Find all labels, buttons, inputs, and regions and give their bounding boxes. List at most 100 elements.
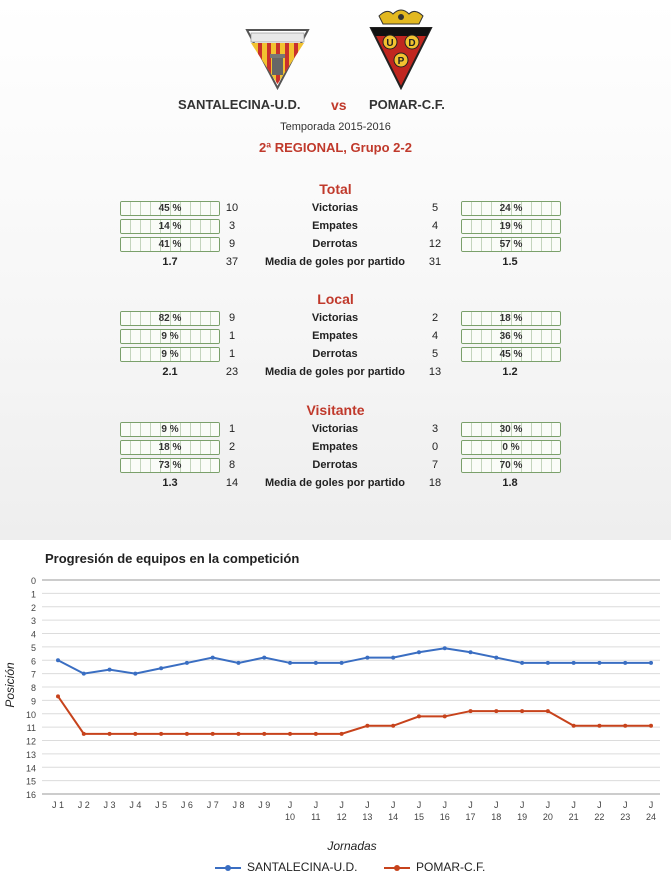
home-pct-bar: 9 % [120,329,220,344]
league-label: 2ª REGIONAL, Grupo 2-2 [259,140,412,155]
data-point[interactable] [56,694,60,699]
data-point[interactable] [571,660,576,665]
x-tick-label: J 18 [491,800,501,822]
series-line-1 [57,647,651,675]
data-point[interactable] [468,709,473,714]
data-point[interactable] [365,655,370,660]
data-point[interactable] [416,714,421,719]
goals-avg-label: Media de goles por partido [265,366,405,378]
stat-label: Victorias [311,312,359,324]
data-point[interactable] [159,666,164,671]
x-tick-label: J 12 [337,800,347,822]
data-point[interactable] [597,723,602,728]
stat-label: Derrotas [312,348,358,360]
y-tick-label: 6 [31,656,36,666]
x-tick-label: J 11 [311,800,320,822]
data-point[interactable] [597,660,602,665]
away-count: 3 [431,423,439,435]
data-point[interactable] [236,731,241,736]
data-point[interactable] [133,671,138,676]
stat-row: 73 % 8 Derrotas 7 70 % [0,458,671,474]
data-point[interactable] [339,660,344,665]
y-tick-label: 10 [26,710,36,720]
data-point[interactable] [520,660,525,665]
y-tick-label: 16 [26,790,36,800]
home-count: 9 [228,312,236,324]
data-point[interactable] [442,646,447,651]
legend-dot-icon [225,865,231,871]
y-tick-label: 15 [26,777,36,787]
y-tick-label: 0 [31,576,36,586]
data-point[interactable] [416,650,421,655]
away-goals-total: 13 [428,366,442,378]
crest-letter-p: P [398,56,405,67]
data-point[interactable] [262,655,267,660]
data-point[interactable] [623,660,628,665]
away-count: 5 [431,202,439,214]
home-pct-value: 9 % [121,348,219,361]
data-point[interactable] [571,723,576,728]
data-point[interactable] [313,731,318,736]
away-pct-bar: 30 % [461,422,561,437]
data-point[interactable] [210,731,215,736]
x-tick-label: J 3 [104,800,116,810]
data-point[interactable] [210,655,215,660]
away-pct-value: 57 % [462,238,560,251]
home-count: 1 [228,423,236,435]
data-point[interactable] [391,723,396,728]
stat-label: Empates [312,441,358,453]
data-point[interactable] [468,650,473,655]
goals-avg-row: 1.7 37 Media de goles por partido 31 1.5 [0,255,671,271]
data-point[interactable] [649,660,653,665]
data-point[interactable] [313,660,318,665]
data-point[interactable] [288,660,293,665]
home-team-name: SANTALECINA-U.D. [178,97,301,112]
away-pct-value: 36 % [462,330,560,343]
data-point[interactable] [107,667,112,672]
series-line-2 [57,695,651,735]
data-point[interactable] [494,709,499,714]
data-point[interactable] [184,660,189,665]
y-tick-label: 4 [31,630,36,640]
data-point[interactable] [133,731,138,736]
data-point[interactable] [107,731,112,736]
data-point[interactable] [545,709,550,714]
home-pct-bar: 18 % [120,440,220,455]
data-point[interactable] [520,709,525,714]
home-pct-bar: 9 % [120,347,220,362]
data-point[interactable] [236,660,241,665]
home-count: 1 [228,348,236,360]
data-point[interactable] [159,731,164,736]
y-tick-label: 2 [31,603,36,613]
x-tick-label: J 10 [285,800,295,822]
data-point[interactable] [649,723,653,728]
data-point[interactable] [56,658,60,663]
data-point[interactable] [545,660,550,665]
away-count: 4 [431,330,439,342]
x-tick-label: J 24 [646,800,656,822]
data-point[interactable] [442,714,447,719]
data-point[interactable] [494,655,499,660]
x-tick-label: J 13 [362,800,372,822]
legend-dot-icon [394,865,400,871]
home-count: 2 [228,441,236,453]
data-point[interactable] [339,731,344,736]
data-point[interactable] [391,655,396,660]
home-pct-bar: 45 % [120,201,220,216]
stat-label: Derrotas [312,238,358,250]
data-point[interactable] [81,671,86,676]
x-tick-label: J 21 [569,800,579,822]
away-count: 0 [431,441,439,453]
chart-grid [42,579,660,795]
data-point[interactable] [623,723,628,728]
data-point[interactable] [184,731,189,736]
data-point[interactable] [288,731,293,736]
home-goals-avg: 1.3 [162,477,178,489]
home-goals-avg: 1.7 [162,256,178,268]
data-point[interactable] [262,731,267,736]
away-pct-bar: 24 % [461,201,561,216]
data-point[interactable] [81,731,86,736]
home-count: 1 [228,330,236,342]
data-point[interactable] [365,723,370,728]
home-pct-bar: 14 % [120,219,220,234]
